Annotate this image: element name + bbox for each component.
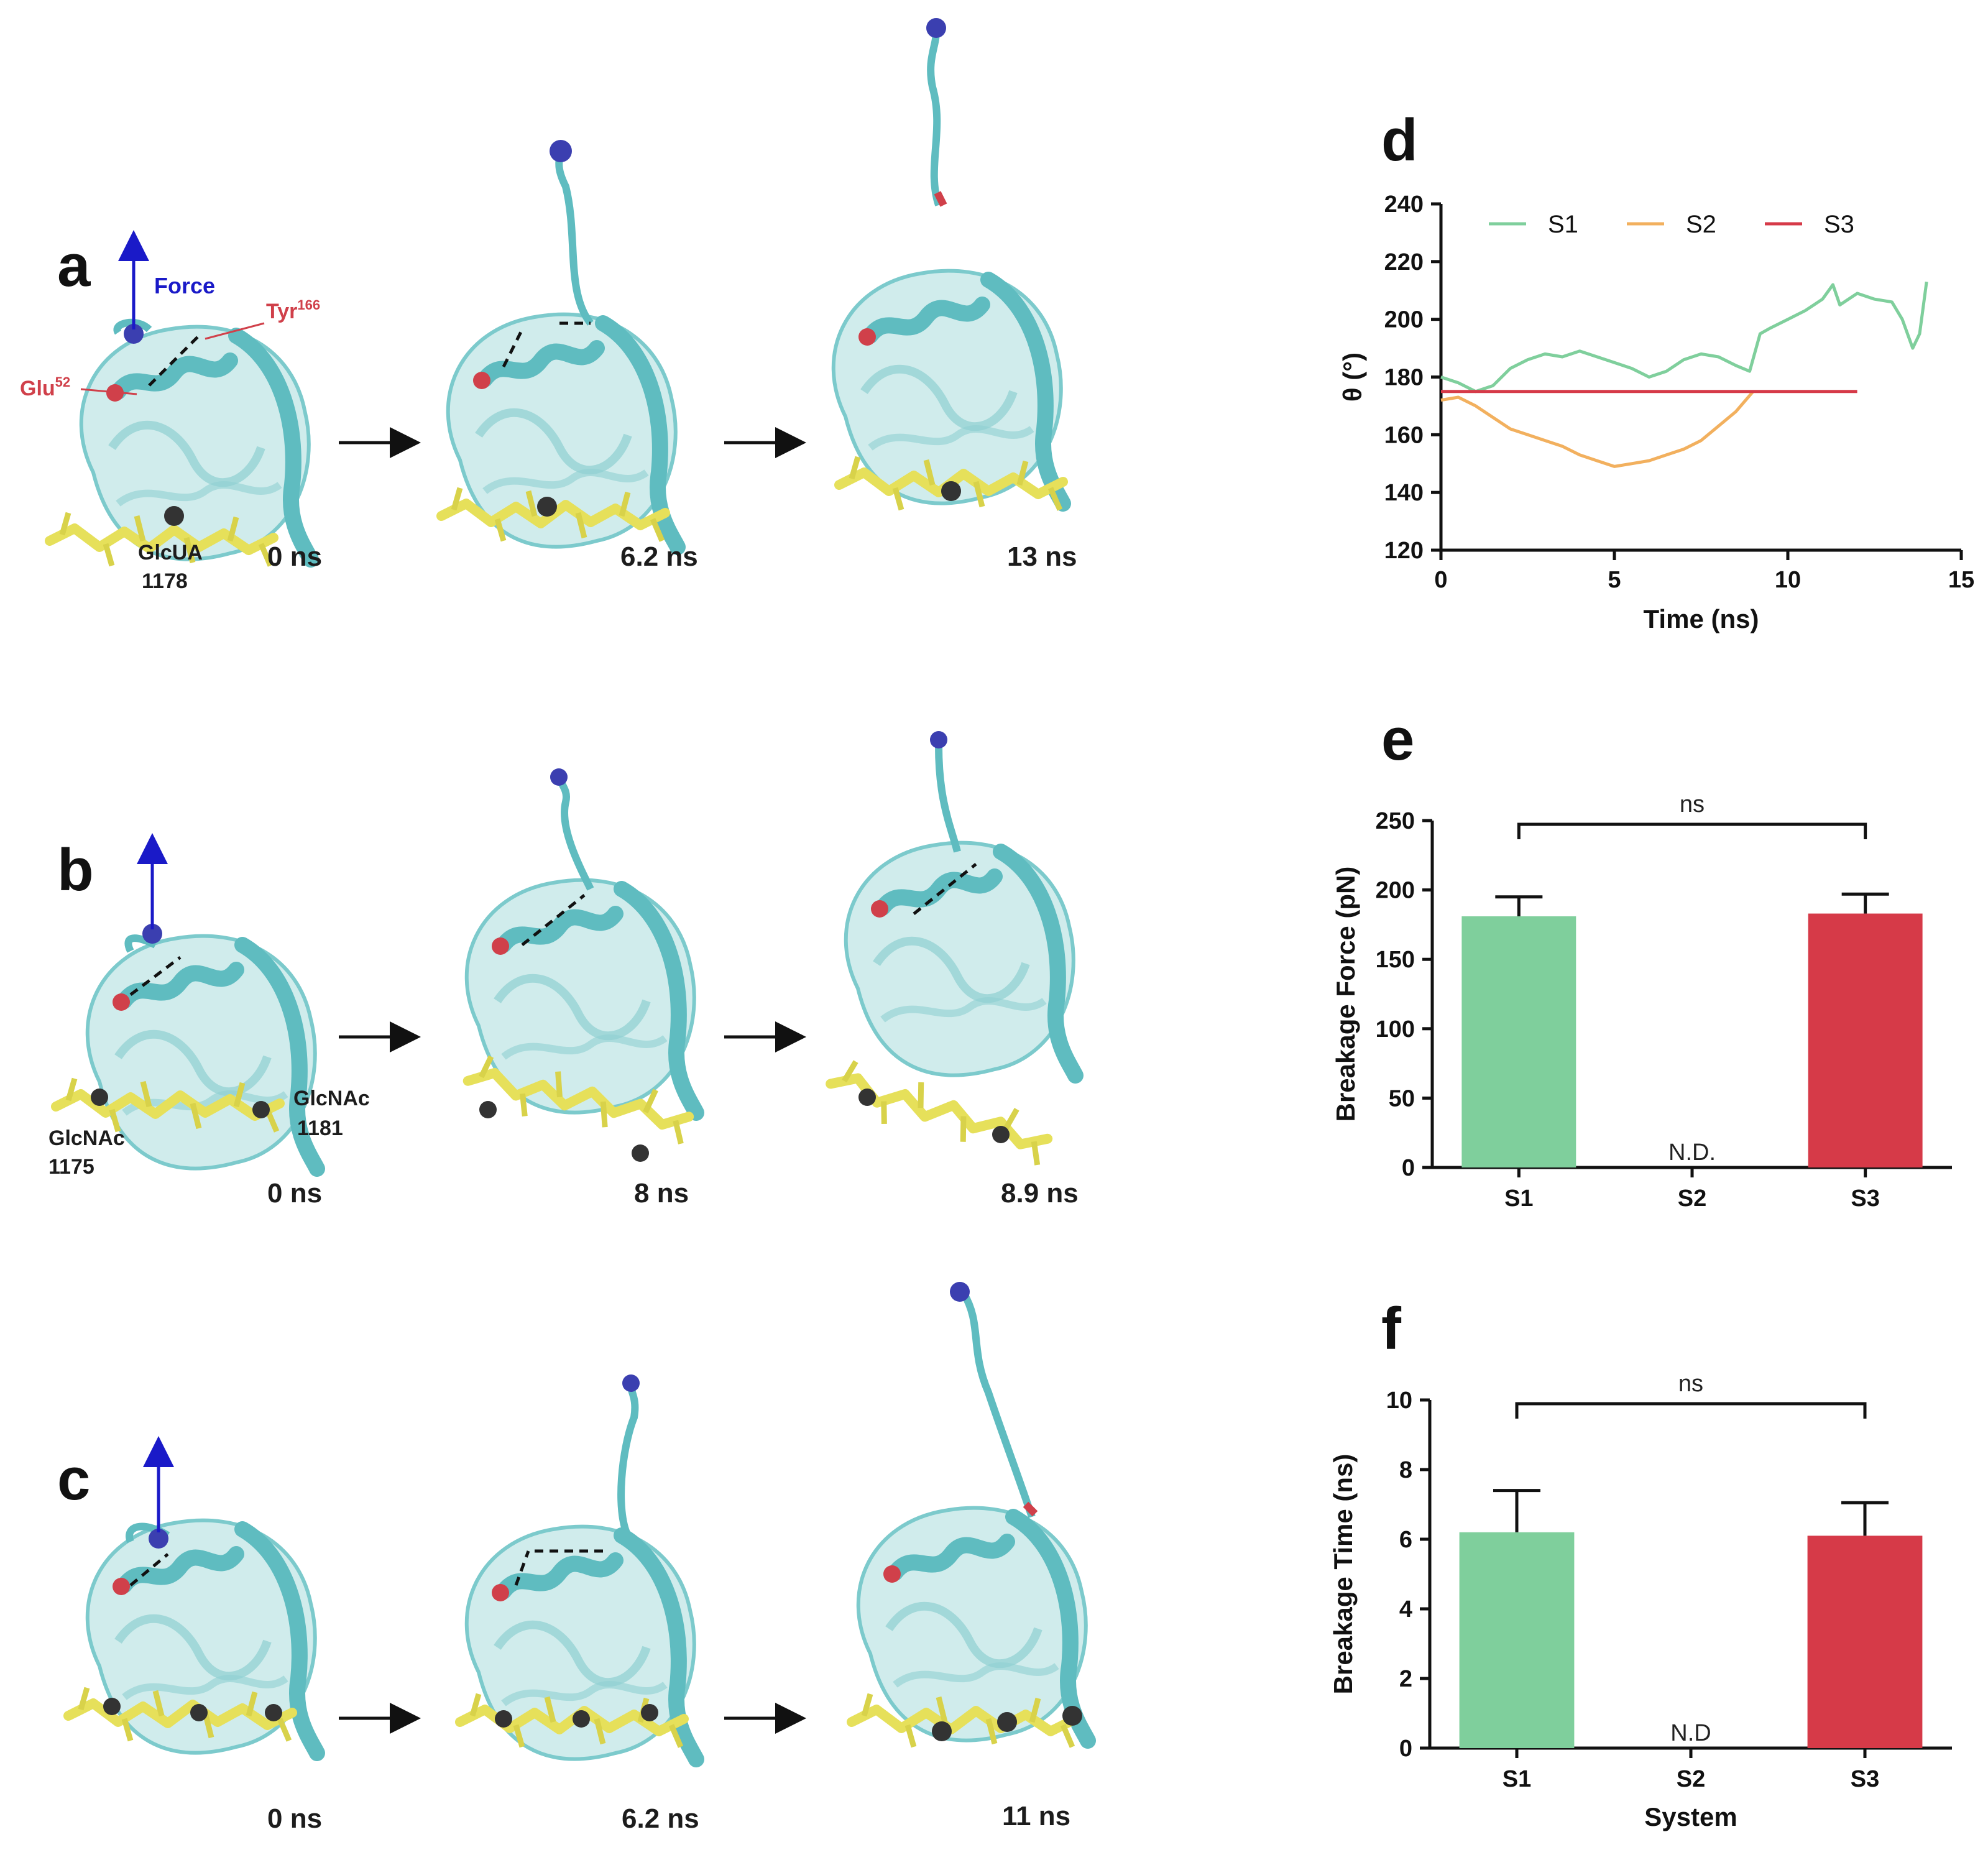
time-label-c-2: 11 ns [1002,1801,1070,1831]
y-tick-label: 200 [1376,878,1415,904]
y-tick-label: 8 [1399,1457,1412,1483]
x-tick-label: 15 [1948,567,1974,593]
x-tick-label: S3 [1851,1186,1879,1212]
glycan-b-2-name: GlcNAc [293,1087,370,1110]
x-tick-label: 0 [1434,567,1447,593]
x-tick-label: S1 [1503,1766,1531,1792]
panel-d-label: d [1381,107,1418,173]
bar-S3 [1808,913,1923,1167]
glycan-a-name: GlcUA [138,541,203,564]
snapshot-a-0 [50,230,311,566]
significance-bracket [1515,1402,1867,1419]
y-tick-label: 10 [1386,1388,1412,1414]
glycan-b-1-number: 1175 [48,1155,94,1179]
time-label-c-0: 0 ns [267,1803,322,1834]
legend-label-S1: S1 [1548,211,1578,238]
time-label-b-1: 8 ns [634,1178,689,1209]
x-tick-label: S3 [1851,1766,1879,1792]
panel-e-label: e [1381,706,1414,773]
snapshot-c-0 [68,1436,317,1753]
x-tick-label: S1 [1504,1186,1533,1212]
time-label-a-0: 0 ns [267,541,322,572]
x-tick-label: 10 [1775,567,1801,593]
glu-residue-label: Glu52 [20,374,70,400]
x-tick-label: S2 [1677,1766,1705,1792]
y-axis-label: Breakage Force (pN) [1331,867,1360,1122]
bar-S3 [1807,1535,1923,1748]
pulling-anchor-icon [124,324,144,344]
snapshot-c-1 [460,1374,696,1759]
series-line-S1 [1440,281,1928,394]
time-label-a-2: 13 ns [1007,541,1077,572]
significance-label: ns [1680,791,1705,817]
panel-c: c 0 ns 6.2 ns [57,1282,1088,1834]
snapshot-b-0 [56,833,317,1169]
nd-label-S2: N.D [1670,1720,1711,1746]
x-axis-label: System [1644,1802,1737,1831]
y-tick-label: 180 [1384,365,1424,391]
snapshot-c-2 [852,1282,1088,1747]
y-tick-label: 120 [1384,538,1424,564]
tyr-residue-label: Tyr166 [266,297,320,323]
bar-S1 [1461,916,1576,1167]
chart-d: d 0 5 10 15 120 140 160 180 200 220 240 Time (ns) θ (… [1338,107,1974,633]
panel-a-label: a [57,233,91,299]
y-axis-label: Breakage Time (ns) [1328,1454,1358,1695]
panel-b-label: b [57,837,94,903]
glycan-b-2-number: 1181 [297,1116,343,1140]
panel-f-label: f [1381,1296,1402,1362]
time-label-b-2: 8.9 ns [1001,1178,1079,1209]
chart-f: f 0 2 4 6 8 10 Breakage Time (ns) S1 S2 N.D S3 ns Sys… [1328,1296,1952,1831]
y-tick-label: 200 [1384,307,1424,333]
panel-b: b GlcNAc 1175 GlcNAc 1181 0 ns 8 ns [48,731,1079,1209]
x-tick-label: 5 [1608,567,1621,593]
y-tick-label: 0 [1402,1155,1415,1181]
nd-label-S2: N.D. [1668,1139,1716,1166]
snapshot-b-2 [824,731,1075,1166]
legend-label-S2: S2 [1686,211,1716,238]
bar-S1 [1459,1532,1575,1748]
y-tick-label: 150 [1376,947,1415,973]
y-tick-label: 100 [1376,1016,1415,1043]
y-tick-label: 160 [1384,422,1424,448]
time-label-b-0: 0 ns [267,1178,322,1209]
y-tick-label: 220 [1384,249,1424,275]
glycan-a-number: 1178 [142,569,188,593]
x-tick-label: S2 [1678,1186,1706,1212]
y-tick-label: 0 [1399,1736,1412,1762]
y-tick-label: 50 [1389,1085,1415,1112]
y-tick-label: 250 [1376,808,1415,834]
significance-bracket [1517,822,1867,839]
y-tick-label: 140 [1384,480,1424,506]
y-tick-label: 2 [1399,1666,1412,1692]
panel-a: a Force Tyr166 Glu52 GlcUA 1178 0 ns [20,18,1077,593]
snapshot-b-1 [464,768,696,1162]
y-tick-label: 6 [1399,1527,1412,1553]
time-label-c-1: 6.2 ns [622,1803,699,1834]
y-tick-label: 240 [1384,191,1424,218]
panel-c-label: c [57,1446,90,1512]
time-label-a-1: 6.2 ns [620,541,698,572]
legend-label-S3: S3 [1824,211,1854,238]
glycan-b-1-name: GlcNAc [48,1126,125,1150]
y-axis-label: θ (°) [1338,352,1367,402]
significance-label: ns [1678,1371,1703,1397]
chart-e: e 0 50 100 150 200 250 Breakage Force (pN) S1 S2 N… [1331,706,1952,1212]
series-line-S2 [1440,390,1755,468]
snapshot-a-2 [834,18,1063,510]
x-axis-label: Time (ns) [1644,604,1759,633]
y-tick-label: 4 [1399,1596,1412,1623]
force-label: Force [154,273,215,298]
snapshot-a-1 [441,140,678,547]
